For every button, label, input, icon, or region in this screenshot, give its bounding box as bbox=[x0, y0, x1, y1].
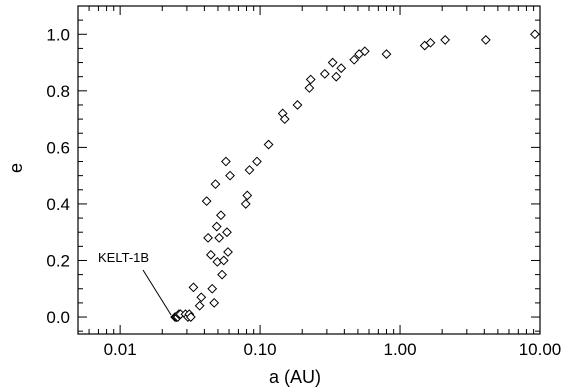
data-point bbox=[263, 139, 274, 150]
data-point bbox=[530, 29, 540, 40]
data-point bbox=[359, 46, 370, 57]
data-point bbox=[221, 156, 231, 167]
data-point bbox=[242, 190, 253, 201]
y-tick-label: 0.6 bbox=[46, 138, 70, 157]
x-tick-label: 0.01 bbox=[104, 340, 137, 359]
data-point bbox=[196, 292, 207, 303]
data-point bbox=[319, 68, 330, 79]
data-point bbox=[203, 232, 213, 243]
data-point bbox=[440, 35, 451, 45]
y-tick-label: 0.8 bbox=[46, 82, 70, 101]
x-axis-label: a (AU) bbox=[269, 367, 321, 387]
data-point bbox=[480, 35, 491, 45]
x-tick-label: 0.10 bbox=[244, 340, 277, 359]
y-axis-label: e bbox=[6, 163, 26, 173]
y-tick-label: 0.2 bbox=[46, 251, 70, 270]
data-point bbox=[201, 196, 212, 207]
data-point bbox=[214, 232, 225, 243]
annotation-label: KELT-1B bbox=[98, 250, 149, 265]
x-tick-label: 10.00 bbox=[519, 340, 562, 359]
data-point bbox=[209, 297, 220, 308]
data-point bbox=[223, 247, 233, 257]
data-point bbox=[349, 54, 360, 65]
data-point bbox=[244, 165, 255, 175]
annotation-leader bbox=[142, 269, 172, 316]
data-point bbox=[210, 179, 221, 190]
data-point bbox=[211, 221, 222, 232]
data-point bbox=[207, 283, 218, 294]
data-point bbox=[336, 63, 347, 74]
plot-frame bbox=[77, 5, 541, 335]
y-tick-label: 0.0 bbox=[46, 308, 70, 327]
data-point bbox=[188, 282, 199, 293]
data-point bbox=[304, 83, 315, 93]
data-point bbox=[185, 312, 196, 322]
data-point bbox=[327, 57, 338, 68]
y-tick-label: 1.0 bbox=[46, 25, 70, 44]
data-point bbox=[205, 249, 216, 260]
data-point bbox=[225, 170, 235, 181]
x-tick-label: 1.00 bbox=[383, 340, 416, 359]
y-tick-label: 0.4 bbox=[46, 195, 70, 214]
data-point bbox=[279, 114, 290, 125]
data-point bbox=[217, 269, 227, 280]
data-point bbox=[194, 300, 205, 311]
data-point bbox=[292, 100, 303, 110]
data-point bbox=[218, 255, 229, 266]
data-point bbox=[240, 199, 251, 209]
data-point bbox=[252, 156, 262, 167]
data-point bbox=[222, 227, 232, 238]
data-point bbox=[216, 210, 226, 221]
data-point bbox=[425, 37, 436, 48]
data-point bbox=[381, 49, 392, 59]
data-point bbox=[305, 74, 316, 85]
data-point bbox=[331, 71, 342, 82]
